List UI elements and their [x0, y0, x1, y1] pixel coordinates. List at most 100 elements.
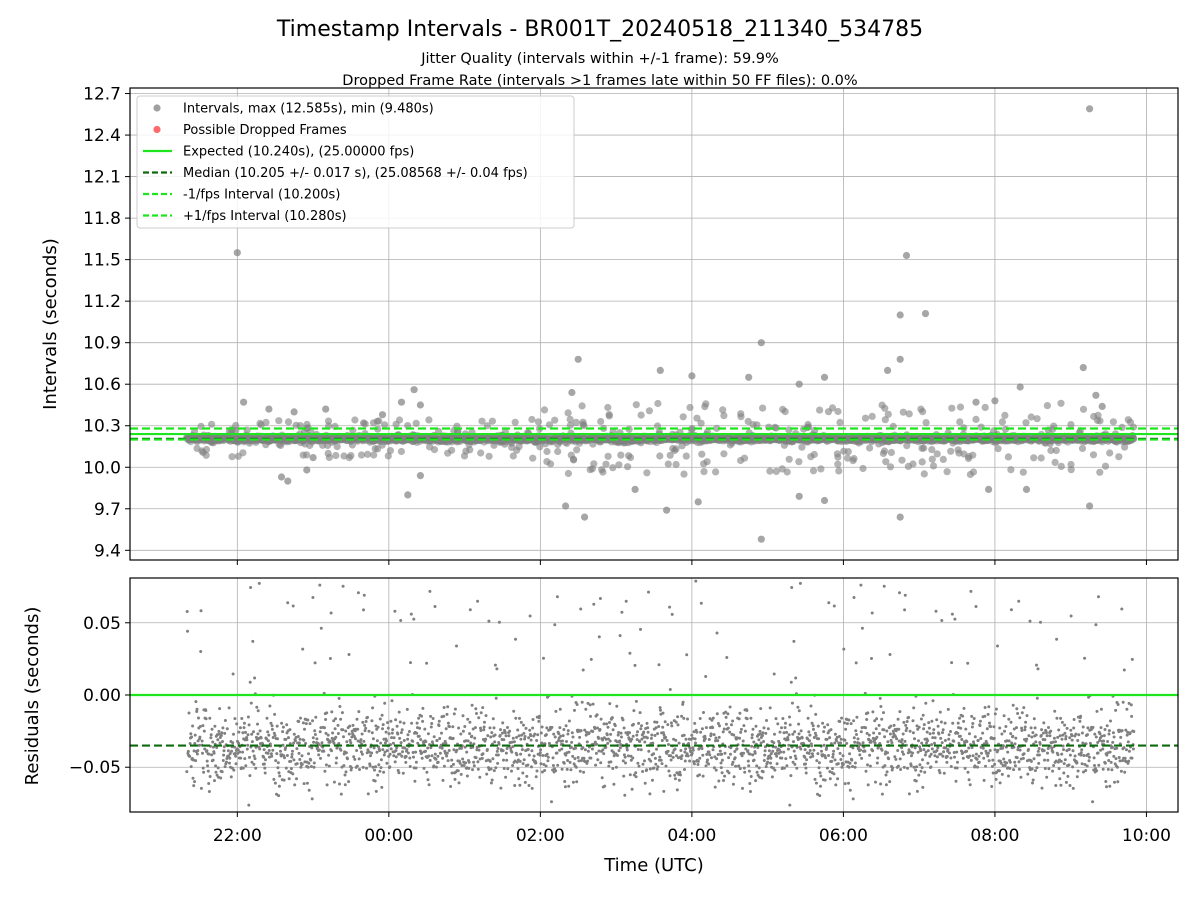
interval-point	[324, 449, 332, 457]
residual-point	[908, 729, 912, 733]
residual-point	[696, 759, 700, 763]
residual-point	[381, 727, 384, 731]
residual-point	[250, 740, 254, 744]
interval-point	[1007, 466, 1015, 474]
residual-point	[573, 708, 576, 712]
residual-point	[271, 748, 275, 752]
residual-point	[904, 723, 908, 727]
residual-point	[900, 746, 904, 750]
residual-point	[653, 720, 657, 724]
interval-outlier	[1098, 402, 1106, 410]
residual-point	[529, 734, 533, 738]
residual-point	[692, 730, 696, 734]
residual-point	[814, 712, 818, 716]
residual-point	[430, 740, 434, 744]
interval-point	[928, 455, 936, 463]
residual-point	[336, 732, 340, 735]
residual-point	[655, 720, 659, 724]
residual-point	[822, 730, 826, 734]
residual-point	[896, 764, 900, 768]
residual-point	[851, 746, 855, 750]
residual-point	[666, 723, 670, 727]
residual-point	[639, 627, 642, 631]
interval-point	[666, 451, 674, 459]
residual-point	[551, 764, 555, 767]
residual-point	[841, 754, 845, 758]
residual-point	[694, 579, 698, 583]
residual-point	[545, 752, 549, 756]
residual-point	[752, 740, 756, 744]
residual-point	[860, 756, 864, 760]
residual-point	[823, 725, 826, 729]
interval-outlier	[284, 477, 292, 485]
residual-point	[194, 700, 198, 704]
interval-point	[1115, 453, 1123, 461]
residual-point	[230, 749, 234, 753]
residual-point	[201, 724, 205, 728]
residual-point	[733, 756, 737, 760]
residual-point	[740, 754, 744, 758]
interval-point	[513, 446, 521, 454]
legend-label: -1/fps Interval (10.200s)	[183, 188, 340, 203]
residual-point	[523, 737, 527, 741]
residual-point	[927, 726, 931, 730]
residual-point	[265, 716, 269, 720]
interval-point	[209, 439, 217, 447]
residual-point	[544, 764, 548, 768]
residual-point	[357, 757, 361, 761]
residual-point	[581, 668, 585, 672]
residual-point	[307, 752, 310, 756]
residual-point	[558, 726, 562, 730]
residual-point	[648, 792, 652, 796]
residual-point	[279, 749, 282, 753]
residual-point	[476, 599, 480, 603]
residual-point	[651, 741, 655, 745]
residual-point	[484, 714, 488, 718]
interval-point	[228, 453, 236, 461]
residual-point	[199, 650, 203, 653]
interval-point	[1022, 419, 1030, 427]
residual-point	[295, 747, 299, 751]
residual-point	[739, 730, 743, 734]
residual-point	[769, 752, 773, 756]
residual-point	[618, 746, 622, 750]
residual-point	[372, 746, 376, 750]
residual-point	[831, 752, 835, 756]
residual-point	[818, 794, 822, 798]
residual-point	[218, 707, 222, 711]
residual-point	[436, 754, 440, 758]
residual-point	[723, 774, 727, 778]
residual-point	[307, 788, 311, 792]
interval-point	[737, 413, 745, 421]
residual-point	[850, 758, 854, 762]
residual-point	[859, 748, 862, 752]
residual-point	[917, 725, 921, 729]
residual-point	[273, 781, 277, 785]
residual-point	[371, 765, 375, 769]
residual-point	[520, 748, 524, 752]
residual-point	[704, 764, 708, 768]
residual-point	[506, 726, 509, 729]
residual-point	[401, 771, 405, 775]
residual-point	[584, 707, 588, 711]
residual-point	[396, 769, 400, 772]
residual-point	[542, 763, 546, 766]
residual-point	[414, 760, 418, 764]
residual-point	[272, 777, 276, 781]
residual-point	[389, 719, 393, 723]
residual-point	[388, 765, 392, 769]
residual-point	[620, 610, 624, 614]
residual-point	[349, 741, 353, 745]
residual-point	[679, 749, 683, 752]
residual-point	[896, 749, 900, 752]
residual-point	[342, 735, 345, 739]
residuals-points	[185, 579, 1136, 807]
residual-point	[579, 607, 583, 611]
residual-point	[879, 705, 883, 708]
residual-point	[759, 741, 763, 745]
residual-point	[426, 732, 430, 736]
residual-point	[345, 740, 349, 744]
residuals-plot: −0.050.000.05 22:00 00:00 02:00 04:00 06:00 0…	[22, 577, 1179, 876]
residual-point	[647, 590, 650, 594]
residual-point	[841, 762, 845, 766]
